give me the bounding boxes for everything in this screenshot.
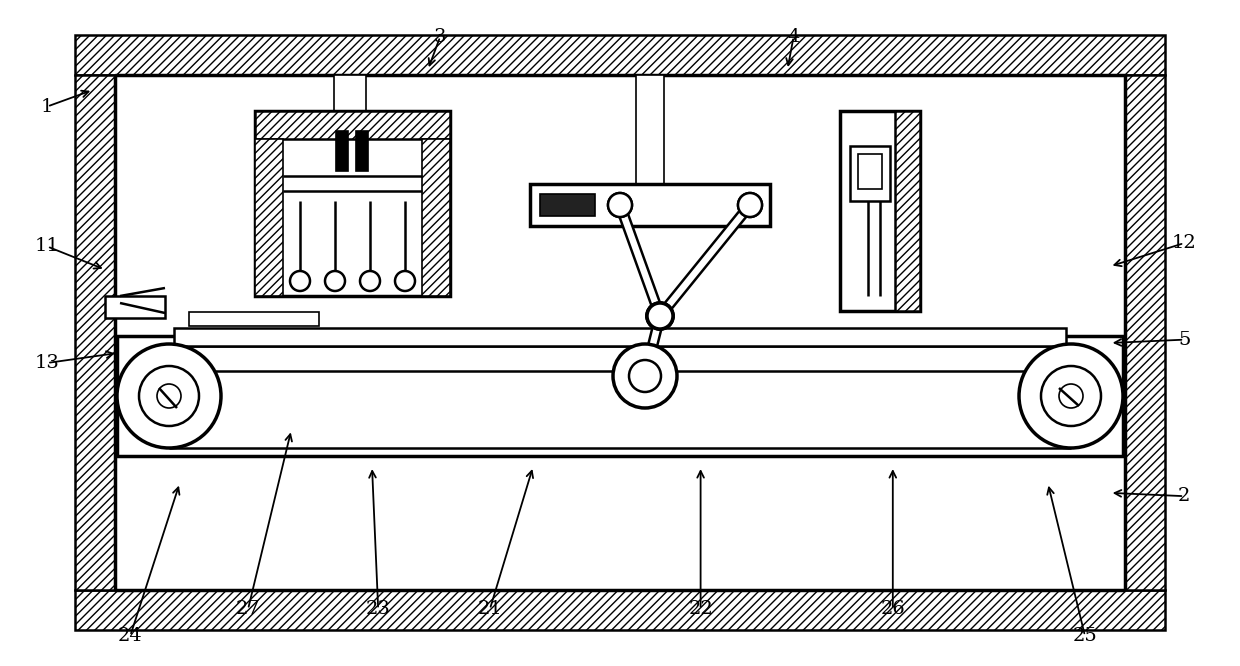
Bar (849, 146, 890, 201)
Circle shape (1059, 384, 1083, 408)
Bar (539, 194, 595, 216)
Bar (858, 154, 882, 189)
Bar (334, 75, 366, 166)
Text: 26: 26 (880, 600, 905, 619)
Text: 27: 27 (236, 600, 260, 619)
Circle shape (1019, 344, 1123, 448)
Circle shape (613, 344, 677, 408)
Bar (895, 111, 920, 311)
Text: 1: 1 (41, 97, 53, 116)
Text: 12: 12 (1172, 234, 1197, 252)
Circle shape (325, 271, 345, 291)
Text: 11: 11 (35, 237, 60, 256)
Text: 22: 22 (688, 600, 713, 619)
Circle shape (157, 384, 181, 408)
Circle shape (139, 366, 198, 426)
Bar (529, 184, 770, 226)
Bar (422, 139, 450, 296)
Polygon shape (641, 315, 665, 377)
Circle shape (738, 193, 763, 217)
Text: 13: 13 (35, 354, 60, 372)
Text: 24: 24 (118, 627, 143, 645)
Bar (188, 312, 319, 326)
Bar (636, 75, 663, 186)
Bar (74, 590, 1166, 630)
Text: 21: 21 (477, 600, 502, 619)
Circle shape (396, 271, 415, 291)
Bar (115, 75, 1125, 590)
Text: 5: 5 (1178, 330, 1190, 349)
Circle shape (738, 193, 763, 217)
Circle shape (647, 303, 673, 329)
Bar (105, 296, 165, 318)
Circle shape (647, 303, 673, 329)
Circle shape (629, 360, 661, 392)
Circle shape (290, 271, 310, 291)
Bar (74, 35, 1166, 75)
Bar (255, 111, 450, 139)
Text: 2: 2 (1178, 487, 1190, 505)
Circle shape (360, 271, 379, 291)
Text: 23: 23 (366, 600, 391, 619)
Bar (174, 346, 1066, 371)
Circle shape (608, 193, 632, 217)
Circle shape (608, 193, 632, 217)
Text: 3: 3 (434, 27, 446, 46)
Bar (74, 75, 115, 590)
Bar (255, 139, 283, 296)
Bar (839, 111, 920, 311)
Circle shape (117, 344, 221, 448)
Text: 4: 4 (787, 27, 800, 46)
Bar (1125, 75, 1166, 590)
Polygon shape (656, 202, 754, 319)
Bar (336, 131, 348, 171)
Circle shape (647, 303, 673, 329)
Bar (255, 111, 450, 296)
Bar (117, 336, 1123, 456)
Bar (356, 131, 368, 171)
Circle shape (1042, 366, 1101, 426)
Polygon shape (616, 204, 665, 318)
Bar (174, 328, 1066, 346)
Text: 25: 25 (1073, 627, 1097, 645)
